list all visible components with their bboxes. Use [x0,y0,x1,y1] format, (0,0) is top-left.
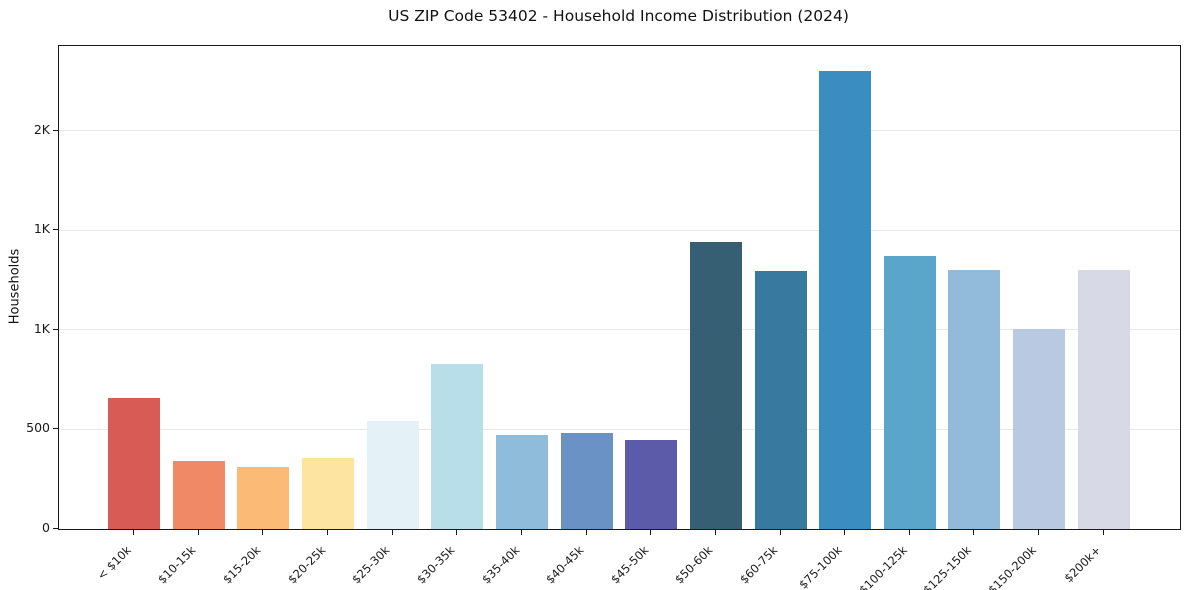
bar-6-35-40k [495,435,548,529]
y-tick-mark [52,328,58,330]
x-tick-mark [714,529,716,535]
x-tick-label: < $10k [94,543,134,583]
x-tick-label: $10-15k [155,543,199,587]
gridline [59,229,1180,231]
bar-9-50-60k [689,242,742,529]
x-tick-mark [973,529,975,535]
bar-4-25-30k [366,421,419,529]
bar-14-150-200k [1013,328,1066,529]
bar-7-40-45k [560,433,613,529]
x-tick-mark [844,529,846,535]
y-tick-label: 1K [33,221,50,237]
bar-11-75-100k [819,70,872,529]
y-axis-label-box: Households [2,45,28,528]
x-tick-mark [133,529,134,535]
x-tick-label: $45-50k [607,543,652,587]
x-tick-label: $200k+ [1061,543,1104,586]
plot-area [58,45,1181,530]
x-tick-label: $15-20k [219,543,264,587]
x-tick-mark [326,529,328,535]
x-tick-label: $40-45k [543,543,587,587]
y-tick-mark [52,229,58,231]
y-tick-label: 2K [33,121,50,137]
x-tick-label: $125-150k [920,543,975,590]
bar-1-10-15k [172,461,225,529]
x-tick-label: $60-75k [737,543,781,587]
x-tick-mark [456,529,458,535]
x-tick-mark [1102,529,1104,535]
x-tick-mark [391,529,393,535]
x-tick-label: $50-60k [672,543,716,587]
bar-15-200k [1077,270,1130,529]
bar-12-100-125k [883,256,936,529]
y-tick-mark [52,428,58,430]
x-tick-label: $100-125k [856,543,910,590]
y-tick-mark [52,528,58,529]
gridline [59,428,1180,430]
x-tick-label: $35-40k [478,543,522,587]
x-tick-mark [262,529,264,535]
chart-title: US ZIP Code 53402 - Household Income Dis… [388,7,849,25]
y-tick-label: 500 [26,420,50,436]
gridline [59,130,1180,132]
x-tick-label: $20-25k [284,543,328,587]
bar-8-45-50k [625,440,678,529]
x-tick-mark [585,529,587,535]
x-tick-mark [197,529,199,535]
bar-0-10k [108,397,160,529]
bar-5-30-35k [431,363,484,529]
y-axis-label: Households [7,248,23,325]
x-tick-mark [908,529,910,535]
x-tick-label: $75-100k [796,543,846,590]
x-tick-mark [520,529,522,535]
y-tick-mark [52,129,58,131]
bar-10-60-75k [754,271,807,529]
x-tick-label: $25-30k [349,543,393,587]
gridline [59,329,1180,331]
bar-2-15-20k [237,467,290,529]
x-tick-label: $150-200k [985,543,1040,590]
x-tick-mark [779,529,781,535]
y-tick-label: 0 [42,520,50,535]
bar-3-20-25k [301,458,354,529]
bar-13-125-150k [948,270,1001,529]
x-tick-mark [650,529,652,535]
x-tick-mark [1038,529,1040,535]
x-tick-label: $30-35k [413,543,458,587]
y-tick-label: 1K [33,320,50,336]
